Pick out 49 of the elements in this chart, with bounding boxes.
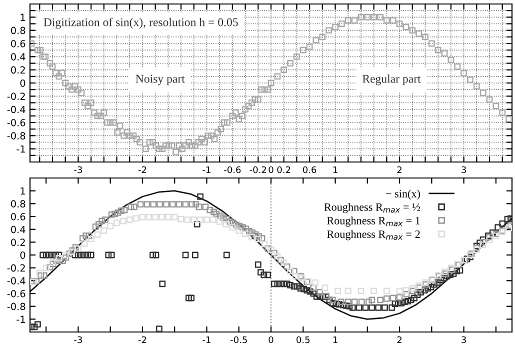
y-tick-label: -0.8	[7, 302, 26, 310]
x-tick-label: -0.5	[230, 336, 247, 344]
y-tick-label: 0.2	[11, 66, 25, 74]
y-tick-label: -0.2	[7, 264, 25, 272]
y-tick-label: 0.4	[11, 53, 26, 60]
y-tick-label: 0.4	[11, 226, 26, 234]
annotation: Regular part	[362, 74, 421, 86]
y-tick-label: 0.6	[11, 212, 26, 220]
x-tick-label: -2	[138, 336, 146, 344]
y-tick-label: -0.6	[7, 118, 26, 126]
y-tick-label: -0.6	[7, 290, 26, 298]
x-tick-label: 1	[333, 166, 338, 174]
x-tick-label: 0	[268, 166, 274, 174]
y-tick-label: 0	[20, 79, 26, 87]
y-tick-label: 0.2	[11, 238, 25, 246]
x-tick-label: -3	[74, 336, 82, 344]
y-tick-label: -1	[16, 145, 25, 153]
legend-label: Roughness R$_{max}$ = 1	[327, 216, 420, 227]
x-tick-label: 1	[333, 336, 338, 344]
x-tick-label: 3	[462, 166, 466, 174]
x-tick-label: 0	[268, 336, 274, 344]
y-tick-label: 1	[20, 14, 25, 21]
x-tick-label: -1	[202, 336, 210, 344]
y-tick-label: -0.4	[7, 106, 26, 114]
y-tick-label: 0	[20, 251, 26, 259]
text: Digitization of sin(x), resolution h = 0.05	[44, 18, 238, 29]
x-tick-label: -2	[138, 166, 146, 174]
annotation: Noisy part	[136, 74, 185, 86]
x-tick-label: 0.2	[277, 166, 290, 174]
x-tick-label: 0.6	[302, 166, 316, 174]
y-tick-label: -0.8	[7, 132, 26, 140]
x-tick-label: 0.5	[296, 336, 310, 344]
y-tick-label: -0.2	[7, 92, 25, 100]
x-tick-label: -0.6	[224, 166, 241, 174]
y-tick-label: 1	[20, 187, 25, 195]
legend-label: Roughness R$_{max}$ = ½	[324, 203, 420, 214]
x-tick-label: -3	[74, 166, 82, 174]
x-tick-label: 3	[462, 336, 466, 344]
y-tick-label: 0.6	[11, 40, 26, 48]
y-tick-label: 0.8	[11, 26, 26, 34]
y-tick-label: -0.4	[7, 277, 26, 284]
legend-label: Roughness R$_{max}$ = 2	[327, 230, 420, 240]
x-tick-label: 2	[397, 166, 402, 174]
y-tick-label: -1	[16, 316, 25, 323]
legend-label: − sin(x)	[386, 190, 420, 200]
y-tick-label: 0.8	[11, 200, 26, 208]
x-tick-label: -1	[202, 166, 210, 174]
x-tick-label: 2	[397, 336, 402, 344]
x-tick-label: -0.2	[250, 166, 266, 174]
